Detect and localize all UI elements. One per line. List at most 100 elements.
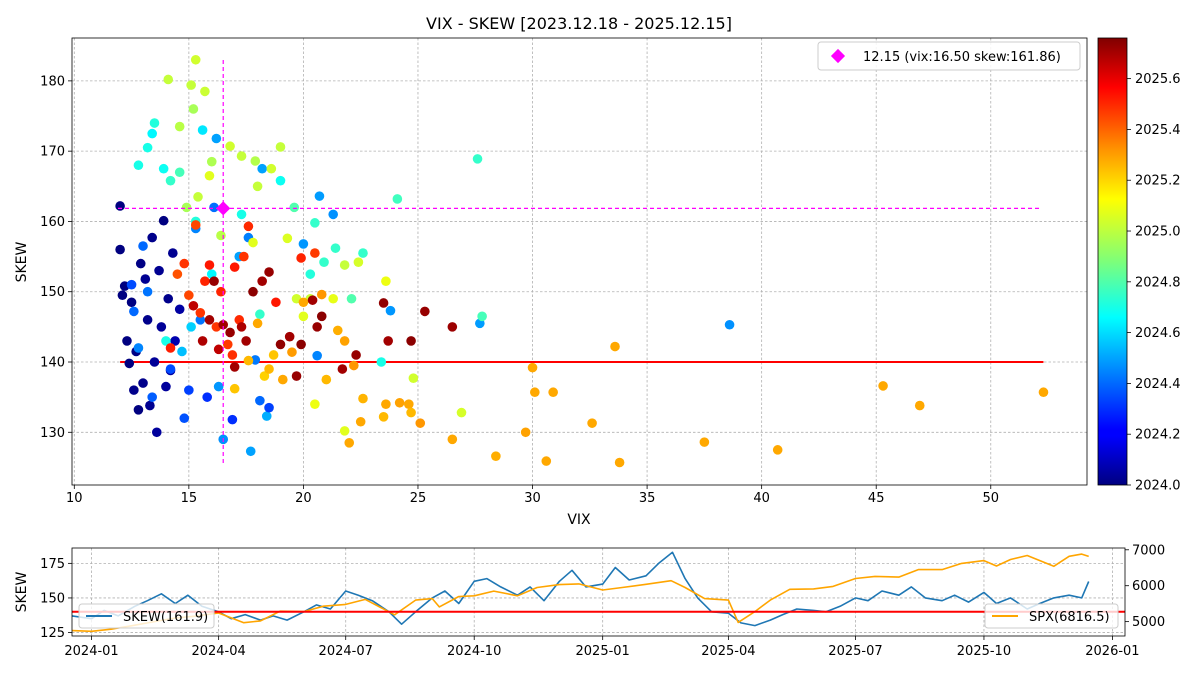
timeseries-plot-frame <box>71 547 1126 637</box>
scatter-point <box>184 385 194 395</box>
scatter-point <box>252 181 263 192</box>
scatter-point <box>163 293 174 304</box>
skew-legend-label: SKEW(161.9) <box>123 610 208 625</box>
scatter-point <box>206 156 217 167</box>
scatter-point <box>456 407 467 418</box>
scatter-point <box>142 286 153 297</box>
scatter-point <box>122 336 132 346</box>
scatter-point <box>236 151 247 161</box>
colorbar-tick-label: 2024.6 <box>1135 326 1181 341</box>
scatter-point <box>447 322 458 332</box>
scatter-point <box>406 336 416 346</box>
scatter-point <box>255 395 265 406</box>
scatter-point <box>227 414 238 425</box>
scatter-point <box>699 437 710 447</box>
y-tick-label: 130 <box>40 426 65 441</box>
scatter-point <box>312 350 322 361</box>
ts-right-tick-label: 5000 <box>1132 615 1165 630</box>
x-tick-label: 30 <box>524 491 541 506</box>
scatter-point <box>216 286 226 297</box>
scatter-point <box>472 154 483 164</box>
scatter-point <box>149 118 160 128</box>
scatter-point <box>271 297 281 308</box>
scatter-point <box>245 446 256 457</box>
scatter-point <box>404 399 414 409</box>
scatter-point <box>772 445 783 455</box>
legend-diamond-marker <box>830 48 846 64</box>
scatter-point <box>129 306 139 317</box>
chart-title: VIX - SKEW [2023.12.18 - 2025.12.15] <box>426 14 732 33</box>
scatter-point <box>133 404 144 415</box>
scatter-point <box>188 300 199 311</box>
scatter-point <box>149 357 160 367</box>
scatter-point <box>349 360 359 371</box>
scatter-point <box>133 160 144 171</box>
scatter-point <box>156 322 167 332</box>
scatter-point <box>204 170 215 181</box>
scatter-point <box>172 269 183 279</box>
spx-series-line <box>72 553 1089 633</box>
scatter-point <box>321 374 332 385</box>
scatter-point <box>236 322 247 332</box>
x-tick-label: 20 <box>295 491 312 506</box>
y-axis-label: SKEW <box>14 241 30 282</box>
colorbar-tick-label: 2025.0 <box>1135 225 1181 240</box>
scatter-point <box>158 215 169 226</box>
y-tick-label: 180 <box>40 74 65 89</box>
scatter-point <box>161 336 171 346</box>
scatter-point <box>339 426 350 436</box>
scatter-point <box>202 392 212 402</box>
scatter-point <box>193 192 203 202</box>
scatter-point <box>408 373 419 383</box>
scatter-point <box>353 257 364 268</box>
ts-x-tick-label: 2024-10 <box>447 644 501 659</box>
scatter-point <box>420 306 430 317</box>
scatter-point <box>330 243 341 253</box>
ts-x-tick-label: 2025-01 <box>576 644 630 659</box>
scatter-point <box>358 393 368 404</box>
scatter-point <box>188 104 199 114</box>
scatter-point <box>138 378 148 388</box>
scatter-point <box>211 133 222 144</box>
scatter-point <box>250 156 261 166</box>
scatter-point <box>310 218 320 228</box>
scatter-point <box>914 400 925 411</box>
scatter-point <box>724 319 735 330</box>
scatter-point <box>527 362 538 373</box>
x-tick-label: 50 <box>982 491 999 506</box>
scatter-point <box>229 362 240 372</box>
timeseries-right-y-ticks: 5000 6000 7000 <box>1125 543 1165 630</box>
scatter-point <box>145 400 155 411</box>
ts-left-tick-label: 125 <box>40 626 65 641</box>
scatter-point <box>289 202 300 213</box>
scatter-point <box>161 381 171 392</box>
scatter-point <box>241 336 251 346</box>
scatter-point <box>298 311 309 322</box>
scatter-point <box>200 276 210 286</box>
scatter-point <box>115 201 125 211</box>
scatter-point <box>376 357 387 367</box>
scatter-point <box>319 257 329 268</box>
ts-left-tick-label: 150 <box>40 591 65 606</box>
scatter-point <box>392 194 403 204</box>
scatter-point <box>179 258 190 269</box>
scatter-point <box>124 358 135 369</box>
scatter-point <box>227 350 238 360</box>
scatter-point <box>587 418 597 428</box>
timeseries-lines <box>72 551 1125 633</box>
scatter-point <box>174 304 185 315</box>
scatter-point <box>415 418 426 428</box>
scatter-point <box>147 392 157 402</box>
scatter-y-ticks: 130 140 150 160 170 180 <box>40 74 72 441</box>
ts-x-tick-label: 2025-10 <box>957 644 1011 659</box>
scatter-point <box>142 315 153 325</box>
colorbar-tick-label: 2025.2 <box>1135 174 1181 189</box>
x-tick-label: 45 <box>868 491 885 506</box>
scatter-point <box>878 381 888 391</box>
scatter-point <box>204 315 215 325</box>
scatter-point <box>151 427 162 438</box>
scatter-point <box>344 438 355 448</box>
scatter-point <box>147 128 157 139</box>
scatter-point <box>158 163 169 174</box>
timeseries-y-axis-label: SKEW <box>14 571 30 612</box>
